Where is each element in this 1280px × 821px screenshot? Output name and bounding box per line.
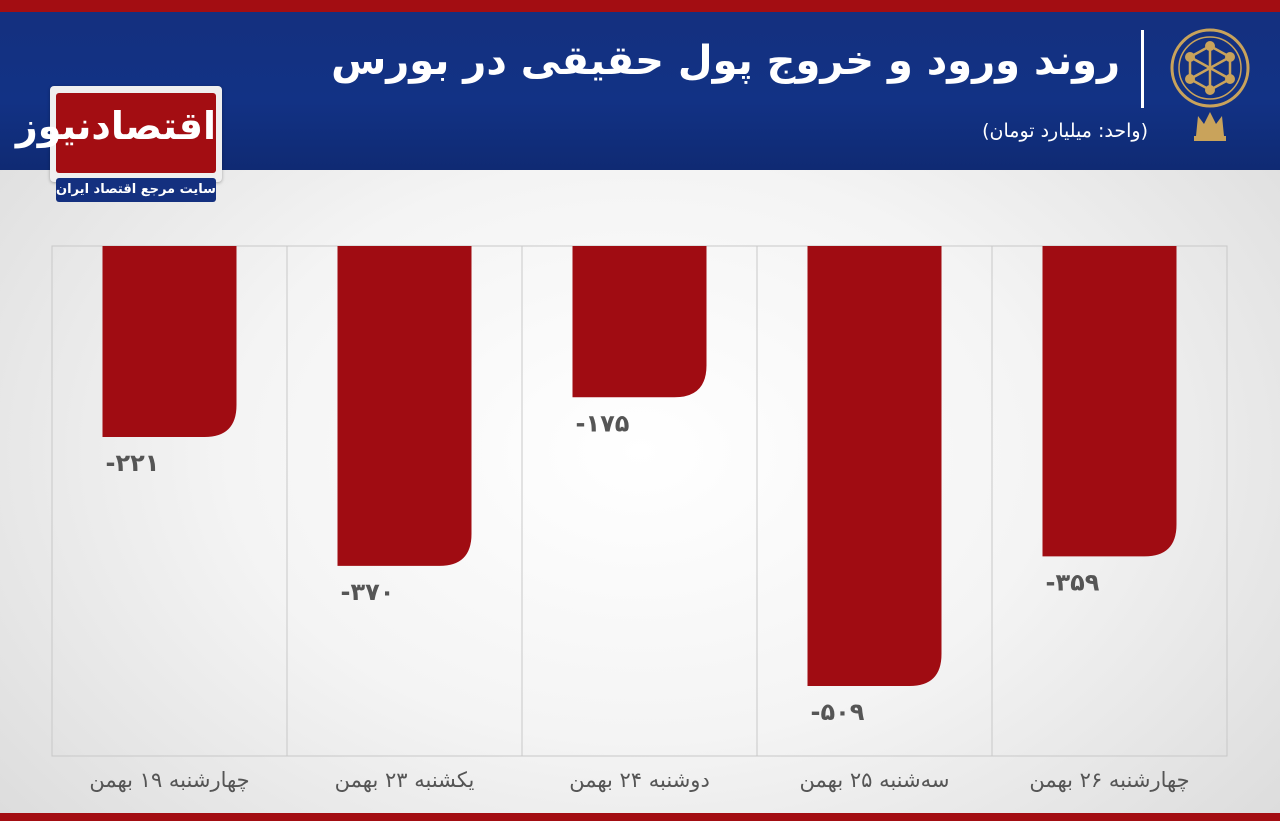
bar-value-label: -۳۷۰ — [341, 578, 395, 606]
bar — [1042, 246, 1177, 557]
chart-title: روند ورود و خروج پول حقیقی در بورس — [331, 38, 1120, 84]
category-label: یکشنبه ۲۳ بهمن — [335, 768, 475, 792]
bar — [337, 246, 472, 566]
logo-tagline: سایت مرجع اقتصاد ایران — [56, 178, 216, 202]
bottom-accent-line — [0, 813, 1280, 821]
bar — [807, 246, 942, 686]
exchange-emblem-icon — [1170, 28, 1250, 141]
bar-value-label: -۵۰۹ — [811, 698, 865, 726]
bar-value-label: -۳۵۹ — [1046, 568, 1100, 596]
category-label: چهارشنبه ۲۶ بهمن — [1029, 768, 1189, 792]
bar — [572, 246, 707, 398]
top-accent-line — [0, 0, 1280, 12]
header-divider — [1141, 30, 1144, 108]
category-label: سه‌شنبه ۲۵ بهمن — [800, 768, 950, 792]
bar — [102, 246, 237, 438]
category-label: چهارشنبه ۱۹ بهمن — [89, 768, 249, 792]
logo-badge — [56, 93, 216, 173]
bar-value-label: -۲۲۱ — [106, 449, 160, 477]
bar-value-label: -۱۷۵ — [576, 409, 630, 437]
category-label: دوشنبه ۲۴ بهمن — [569, 768, 710, 792]
logo-wordmark: اقتصادنیوز — [15, 104, 216, 148]
unit-label: (واحد: میلیارد تومان) — [982, 120, 1148, 142]
